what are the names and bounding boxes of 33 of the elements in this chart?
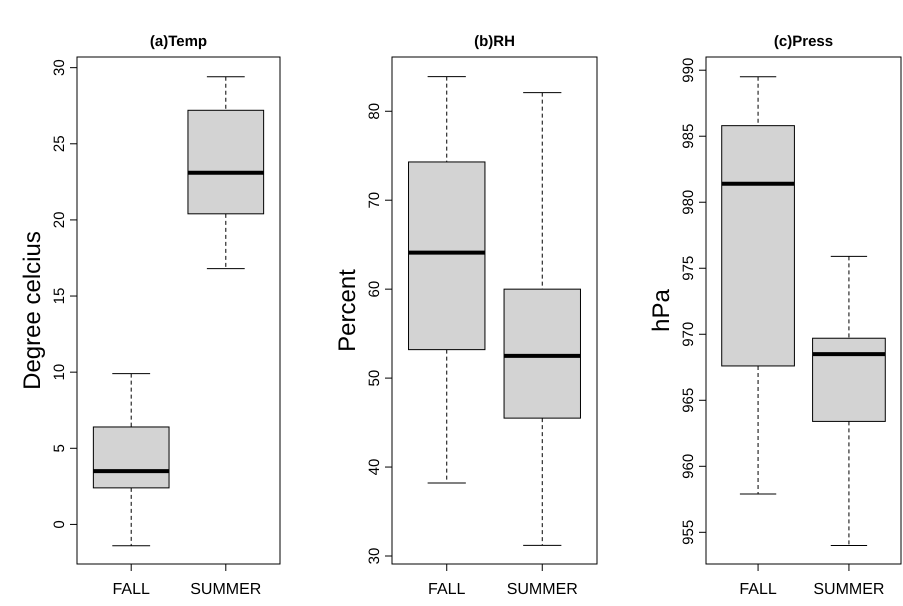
y-tick-label: 25 (51, 135, 68, 152)
x-tick-label: SUMMER (813, 581, 884, 598)
y-tick-label: 80 (366, 102, 383, 120)
y-axis-title: Percent (334, 268, 361, 352)
x-tick-label: FALL (428, 581, 466, 598)
y-tick-label: 960 (680, 454, 697, 479)
y-tick-label: 965 (680, 388, 697, 413)
y-tick-label: 955 (680, 520, 697, 545)
y-tick-label: 15 (51, 288, 68, 304)
y-tick-label: 5 (51, 444, 68, 452)
y-tick-label: 0 (51, 520, 68, 529)
x-tick-label: FALL (739, 581, 777, 598)
y-axis-title: Degree celcius (19, 231, 46, 390)
y-tick-label: 990 (680, 58, 697, 83)
y-tick-label: 50 (366, 370, 383, 386)
y-tick-label: 30 (51, 59, 68, 76)
y-tick-label: 70 (366, 192, 383, 209)
x-tick-label: SUMMER (506, 581, 578, 598)
y-tick-label: 970 (680, 322, 697, 347)
y-tick-label: 10 (51, 364, 68, 381)
y-tick-label: 975 (680, 256, 697, 281)
y-tick-label: 20 (51, 212, 68, 228)
y-tick-label: 30 (366, 548, 383, 564)
y-tick-label: 40 (366, 458, 383, 476)
chart-title: (a)Temp (150, 33, 208, 50)
chart-title: (b)RH (474, 33, 515, 50)
y-tick-label: 60 (366, 280, 383, 298)
y-axis-title: hPa (648, 288, 675, 332)
y-tick-label: 980 (680, 190, 697, 215)
x-tick-label: FALL (112, 581, 150, 598)
x-tick-label: SUMMER (190, 581, 262, 598)
y-tick-label: 985 (680, 124, 697, 149)
chart-title: (c)Press (774, 33, 834, 50)
